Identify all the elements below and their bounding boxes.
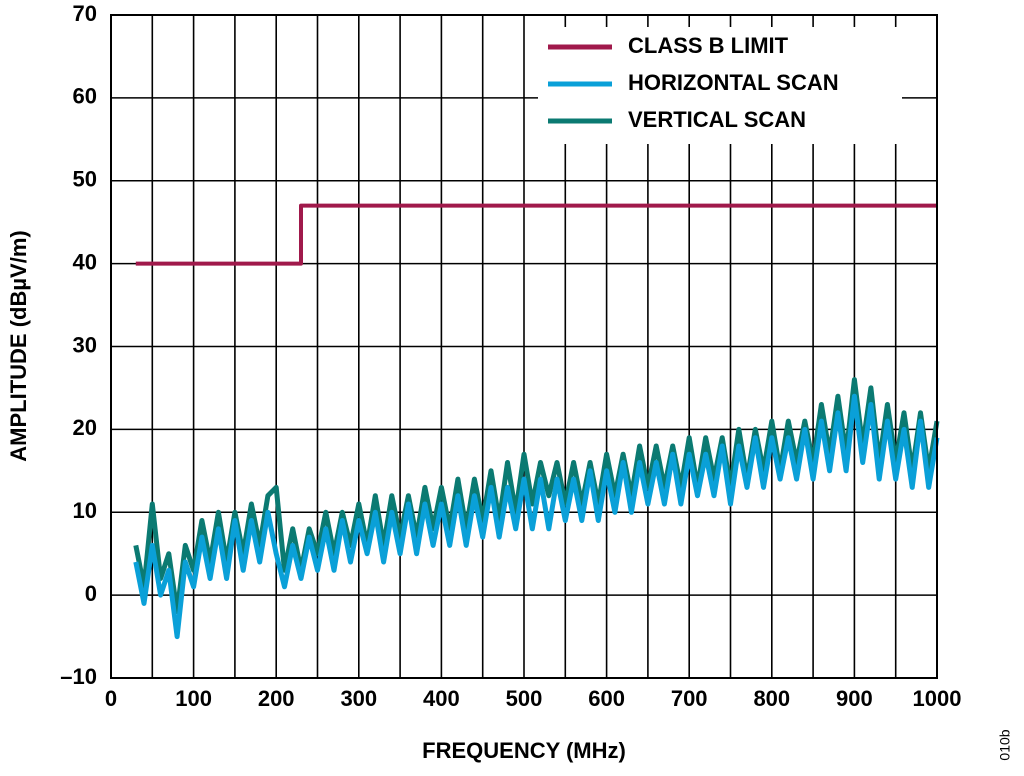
y-tick-label: 10 bbox=[73, 498, 97, 523]
y-tick-label: 70 bbox=[73, 1, 97, 26]
x-tick-label: 1000 bbox=[913, 686, 962, 711]
y-tick-label: 60 bbox=[73, 84, 97, 109]
y-tick-label: 50 bbox=[73, 167, 97, 192]
series-line bbox=[133, 393, 940, 640]
plot-border bbox=[110, 14, 938, 679]
figure-id: 010b bbox=[997, 729, 1013, 760]
legend-label: VERTICAL SCAN bbox=[628, 107, 806, 132]
x-tick-label: 800 bbox=[753, 686, 790, 711]
y-tick-label: 20 bbox=[73, 415, 97, 440]
x-tick-label: 0 bbox=[105, 686, 117, 711]
legend-label: CLASS B LIMIT bbox=[628, 33, 789, 58]
x-tick-label: 700 bbox=[671, 686, 708, 711]
y-tick-label: 40 bbox=[73, 249, 97, 274]
series-line bbox=[135, 203, 937, 266]
x-tick-label: 100 bbox=[175, 686, 212, 711]
x-tick-label: 600 bbox=[588, 686, 625, 711]
x-axis-title: FREQUENCY (MHz) bbox=[422, 738, 626, 763]
legend-label: HORIZONTAL SCAN bbox=[628, 70, 839, 95]
x-tick-label: 400 bbox=[423, 686, 460, 711]
x-tick-label: 900 bbox=[836, 686, 873, 711]
x-tick-label: 300 bbox=[340, 686, 377, 711]
y-tick-label: 0 bbox=[85, 581, 97, 606]
y-tick-label: 30 bbox=[73, 332, 97, 357]
y-tick-label: –10 bbox=[60, 664, 97, 689]
x-tick-label: 500 bbox=[506, 686, 543, 711]
y-axis-title: AMPLITUDE (dBµV/m) bbox=[6, 230, 31, 461]
x-tick-label: 200 bbox=[258, 686, 295, 711]
